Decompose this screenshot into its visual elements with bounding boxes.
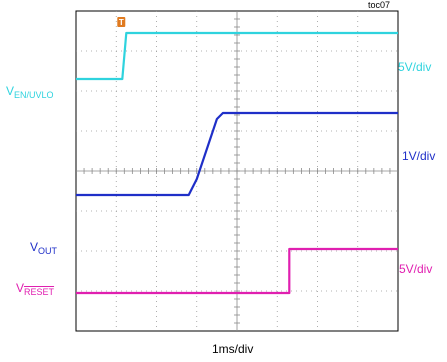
label-v-out-main: V — [30, 240, 39, 254]
trace-v-reset — [76, 247, 398, 295]
trigger-marker: T — [117, 17, 126, 27]
label-v-reset: VRESET — [16, 281, 54, 297]
x-axis-label: 1ms/div — [212, 342, 254, 356]
scale-en-uvlo: 5V/div — [398, 60, 432, 74]
figure-id: toc07 — [368, 0, 391, 10]
trigger-marker-text: T — [119, 18, 124, 27]
trigger-marker-box — [117, 17, 126, 27]
trace-v-en-uvlo — [76, 31, 398, 81]
trace-v-out — [76, 111, 398, 197]
label-v-en-uvlo-main: V — [6, 84, 15, 98]
scale-v-reset: 5V/div — [399, 262, 433, 276]
grid — [75, 10, 399, 332]
label-v-en-uvlo-sub: EN/UVLO — [14, 90, 54, 100]
label-v-reset-main: V — [16, 281, 25, 295]
label-v-reset-sub: RESET — [24, 287, 55, 297]
traces — [76, 31, 398, 295]
scale-v-out: 1V/div — [402, 149, 436, 163]
label-v-en-uvlo: VEN/UVLO — [6, 84, 54, 100]
label-v-out: VOUT — [30, 240, 57, 256]
label-v-out-sub: OUT — [38, 246, 58, 256]
